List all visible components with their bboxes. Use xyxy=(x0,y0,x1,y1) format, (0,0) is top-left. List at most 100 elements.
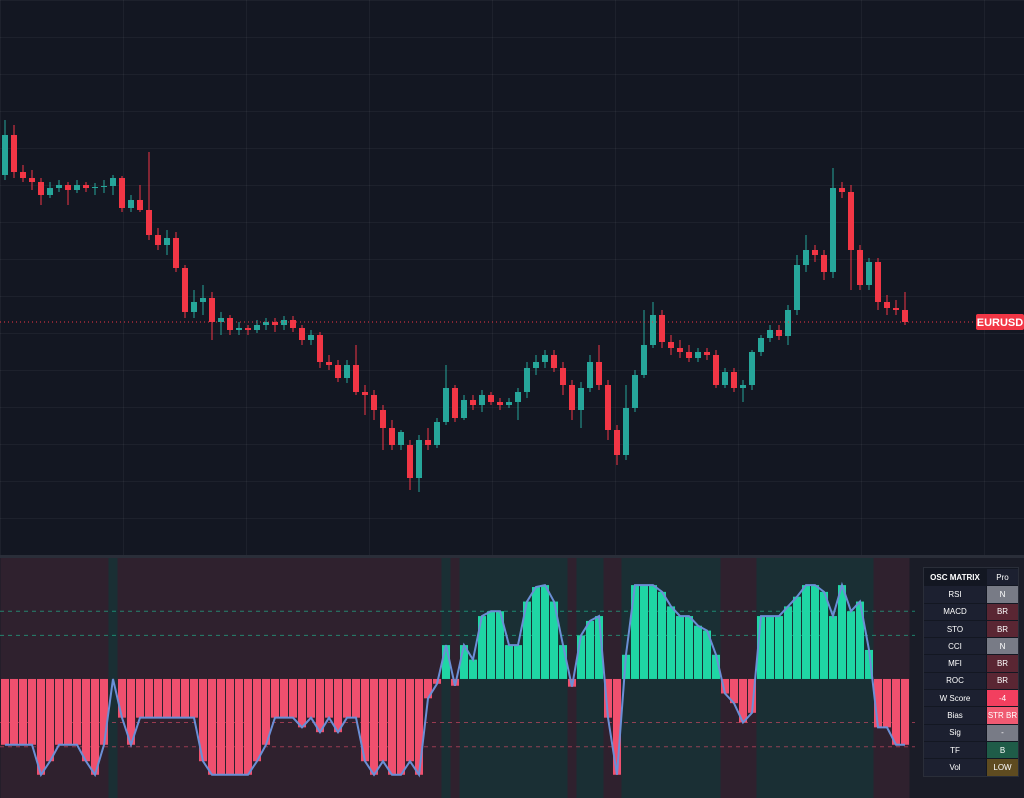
oscillator-bar xyxy=(766,616,774,679)
oscillator-zone xyxy=(234,558,244,798)
oscillator-bar xyxy=(415,678,423,775)
candle-body xyxy=(641,345,647,375)
oscillator-zone xyxy=(891,558,901,798)
oscillator-bar xyxy=(631,585,639,679)
oscillator-zone xyxy=(315,558,325,798)
candle-body xyxy=(677,348,683,352)
oscillator-zone xyxy=(324,558,334,798)
oscillator-bar xyxy=(514,645,522,679)
oscillator-zone xyxy=(306,558,316,798)
oscillator-zone xyxy=(387,558,397,798)
oscillator-bar xyxy=(73,678,81,745)
candle-body xyxy=(191,302,197,312)
oscillator-bar xyxy=(874,678,882,728)
oscillator-bar xyxy=(847,611,855,679)
candle-body xyxy=(371,395,377,410)
oscillator-bar xyxy=(163,678,171,718)
row-label: W Score xyxy=(924,690,986,707)
oscillator-bar xyxy=(442,645,450,679)
candle-body xyxy=(659,315,665,342)
oscillator-bar xyxy=(838,585,846,679)
oscillator-zone xyxy=(396,558,406,798)
oscillator-zone xyxy=(360,558,370,798)
oscillator-zone xyxy=(738,558,748,798)
candle-body xyxy=(263,322,269,325)
oscillator-bar xyxy=(586,620,594,679)
oscillator-bar xyxy=(352,678,360,718)
oscillator-zone xyxy=(900,558,910,798)
oscillator-bar xyxy=(541,585,549,679)
oscillator-bar xyxy=(244,678,252,775)
row-value: -4 xyxy=(987,690,1018,707)
candle-body xyxy=(245,328,251,330)
candle-body xyxy=(92,187,98,188)
candle-body xyxy=(290,320,296,328)
oscillator-bar xyxy=(559,645,567,679)
oscillator-zone xyxy=(612,558,622,798)
oscillator-bar xyxy=(406,678,414,762)
candle-body xyxy=(119,178,125,208)
oscillator-bar xyxy=(10,678,18,745)
oscillator-zone xyxy=(135,558,145,798)
candle-body xyxy=(74,185,80,190)
oscillator-bar xyxy=(28,678,36,745)
table-row: Sig - xyxy=(924,723,1018,741)
candle-body xyxy=(38,182,44,195)
oscillator-bar xyxy=(307,678,315,718)
row-value: BR xyxy=(987,672,1018,690)
candle-body xyxy=(335,365,341,378)
candle-body xyxy=(425,440,431,445)
candle-body xyxy=(605,385,611,430)
oscillator-bar xyxy=(64,678,72,745)
candle-body xyxy=(2,135,8,175)
table-row: W Score -4 xyxy=(924,689,1018,707)
candle-body xyxy=(308,335,314,340)
oscillator-zone xyxy=(171,558,181,798)
candle-body xyxy=(686,352,692,358)
oscillator-zone xyxy=(153,558,163,798)
table-row: RSI N xyxy=(924,585,1018,603)
row-label: STO xyxy=(924,620,986,638)
oscillator-zone xyxy=(351,558,361,798)
table-row: ROC BR xyxy=(924,671,1018,690)
candle-body xyxy=(506,402,512,405)
oscillator-bar xyxy=(190,678,198,718)
oscillator-bar xyxy=(298,678,306,728)
oscillator-zone xyxy=(333,558,343,798)
oscillator-bar xyxy=(802,585,810,679)
oscillator-zone xyxy=(54,558,64,798)
row-label: MACD xyxy=(924,603,986,620)
candle-body xyxy=(146,210,152,235)
candle-body xyxy=(758,338,764,352)
table-title: OSC MATRIX xyxy=(924,569,986,586)
candle-body xyxy=(218,318,224,322)
oscillator-bar xyxy=(262,678,270,745)
oscillator-bar xyxy=(217,678,225,775)
oscillator-zone xyxy=(279,558,289,798)
oscillator-bar xyxy=(172,678,180,718)
oscillator-bar xyxy=(316,678,324,733)
row-value: STR BR xyxy=(987,707,1018,724)
oscillator-bar xyxy=(784,606,792,679)
oscillator-bar xyxy=(289,678,297,718)
row-value: B xyxy=(987,741,1018,759)
oscillator-bar xyxy=(181,678,189,718)
candle-body xyxy=(542,355,548,362)
candle-body xyxy=(632,375,638,408)
candle-body xyxy=(272,322,278,325)
oscillator-zone xyxy=(0,558,10,798)
oscillator-zone xyxy=(873,558,883,798)
price-label: EURUSD xyxy=(977,317,1024,329)
oscillator-bar xyxy=(280,678,288,718)
candle-body xyxy=(893,308,899,310)
oscillator-zone xyxy=(882,558,892,798)
oscillator-bar xyxy=(550,601,558,679)
candle-body xyxy=(200,298,206,302)
oscillator-bar xyxy=(145,678,153,718)
oscillator-bar xyxy=(721,678,729,694)
candle-body xyxy=(614,430,620,455)
candle-body xyxy=(317,335,323,362)
row-label: Vol xyxy=(924,759,986,776)
candle-body xyxy=(587,362,593,388)
candle-body xyxy=(362,392,368,395)
